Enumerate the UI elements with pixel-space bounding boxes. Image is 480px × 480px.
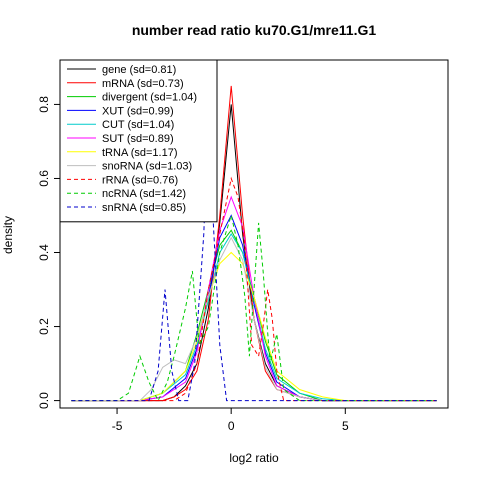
series-line-3 <box>71 214 437 402</box>
y-tick-label-4: 0.8 <box>37 96 51 113</box>
y-tick-label-0: 0.0 <box>37 392 51 409</box>
x-axis-label: log2 ratio <box>229 451 279 465</box>
series-line-9 <box>71 213 437 402</box>
legend-entry-3: XUT (sd=0.99) <box>102 105 174 117</box>
legend-entry-9: ncRNA (sd=1.42) <box>102 188 186 200</box>
legend-entry-6: tRNA (sd=1.17) <box>102 147 178 159</box>
x-tick-label-2: 5 <box>342 419 349 433</box>
y-tick-label-3: 0.6 <box>37 170 51 187</box>
series-line-10 <box>71 104 437 402</box>
series-line-4 <box>71 233 437 402</box>
y-axis: 0.0 0.2 0.4 0.6 0.8 <box>37 96 61 409</box>
y-tick-label-1: 0.2 <box>37 318 51 335</box>
legend-entry-7: snoRNA (sd=1.03) <box>102 161 192 173</box>
legend-entry-8: rRNA (sd=0.76) <box>102 174 178 186</box>
legend-entry-0: gene (sd=0.81) <box>102 64 176 76</box>
x-tick-label-1: 0 <box>228 419 235 433</box>
series-line-7 <box>71 236 437 402</box>
legend-entry-2: divergent (sd=1.04) <box>102 92 197 104</box>
series-lines <box>71 85 437 402</box>
y-tick-label-2: 0.4 <box>37 244 51 261</box>
legend-entry-5: SUT (sd=0.89) <box>102 133 174 145</box>
legend: gene (sd=0.81) mRNA (sd=0.73) divergent (s… <box>59 59 218 223</box>
series-line-8 <box>71 176 437 402</box>
legend-box <box>59 59 218 223</box>
x-axis: -5 0 5 <box>112 407 349 433</box>
x-tick-label-0: -5 <box>112 419 123 433</box>
legend-entry-4: CUT (sd=1.04) <box>102 119 174 131</box>
series-line-5 <box>71 195 437 402</box>
chart-title: number read ratio ku70.G1/mre11.G1 <box>132 22 377 38</box>
legend-entry-1: mRNA (sd=0.73) <box>102 78 184 90</box>
y-axis-label: density <box>1 216 15 254</box>
series-line-6 <box>71 251 437 402</box>
legend-entry-10: snRNA (sd=0.85) <box>102 202 186 214</box>
